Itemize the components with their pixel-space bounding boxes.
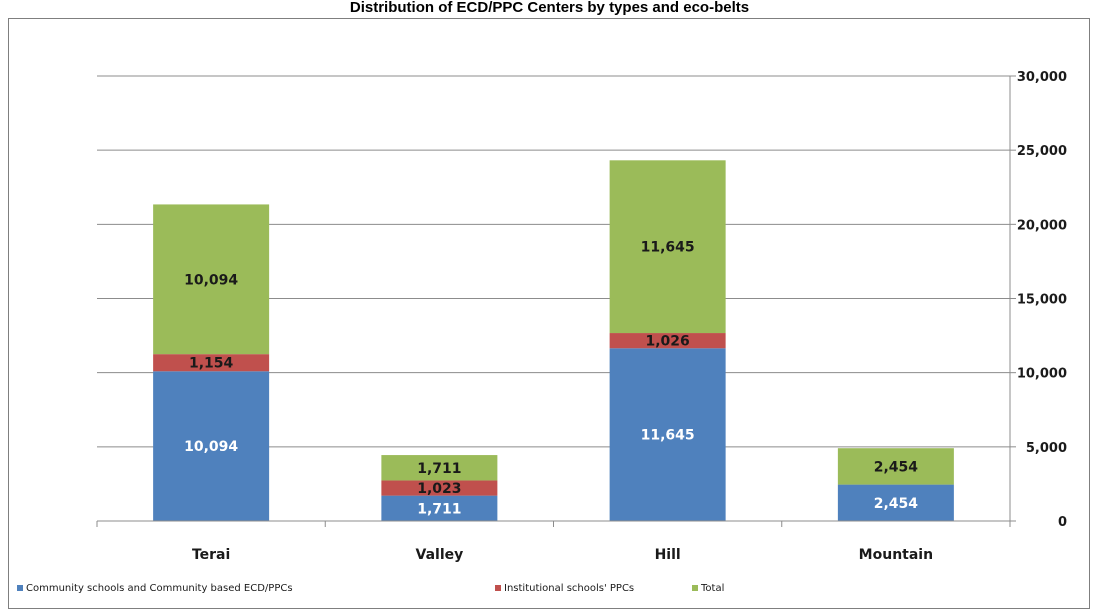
x-tick-label: Mountain xyxy=(859,547,933,563)
legend-swatch xyxy=(495,585,501,591)
data-label: 1,026 xyxy=(645,334,689,350)
bar-valley-series-1 xyxy=(381,480,498,496)
legend-swatch xyxy=(17,585,23,591)
data-label: 11,645 xyxy=(641,240,695,256)
bar-hill-series-0 xyxy=(609,348,726,521)
data-label: 10,094 xyxy=(184,272,238,288)
bar-terai-series-1 xyxy=(153,354,270,372)
data-label: 2,454 xyxy=(874,459,919,475)
data-label: 1,711 xyxy=(417,461,461,477)
bar-mountain-series-2 xyxy=(837,448,954,485)
chart-area: 0 5,000 10,000 15,000 20,000 25,000 30,000 10,0… xyxy=(8,18,1090,609)
x-tick-label: Terai xyxy=(192,547,230,563)
chart-canvas: 0 5,000 10,000 15,000 20,000 25,000 30,000 10,0… xyxy=(17,70,1067,594)
x-tick-label: Valley xyxy=(416,547,464,563)
data-label: 1,711 xyxy=(417,501,461,517)
x-tick-label: Hill xyxy=(655,547,681,563)
bar-mountain-series-0 xyxy=(837,484,954,521)
data-label: 1,023 xyxy=(417,481,461,497)
bar-valley-series-0 xyxy=(381,495,498,521)
y-tick-label: 10,000 xyxy=(1017,367,1067,382)
data-label: 10,094 xyxy=(184,439,238,455)
legend-label: Community schools and Community based EC… xyxy=(26,583,293,594)
legend-label: Total xyxy=(700,583,724,594)
y-tick-label: 25,000 xyxy=(1017,144,1067,159)
y-tick-label: 20,000 xyxy=(1017,218,1067,233)
bar-terai-series-2 xyxy=(153,204,270,355)
data-label: 1,154 xyxy=(189,356,234,372)
bar-valley-series-2 xyxy=(381,455,498,481)
bar-terai-series-0 xyxy=(153,371,270,521)
y-tick-label: 30,000 xyxy=(1017,70,1067,85)
data-label: 2,454 xyxy=(874,496,919,512)
legend-label: Institutional schools' PPCs xyxy=(504,583,634,594)
y-tick-label: 15,000 xyxy=(1017,293,1067,308)
y-tick-label: 0 xyxy=(1058,515,1067,530)
data-label: 11,645 xyxy=(641,428,695,444)
y-tick-label: 5,000 xyxy=(1026,441,1067,456)
legend-swatch xyxy=(692,585,698,591)
chart-title: Distribution of ECD/PPC Centers by types… xyxy=(349,0,750,16)
bar-hill-series-1 xyxy=(609,333,726,349)
bar-hill-series-2 xyxy=(609,160,726,334)
